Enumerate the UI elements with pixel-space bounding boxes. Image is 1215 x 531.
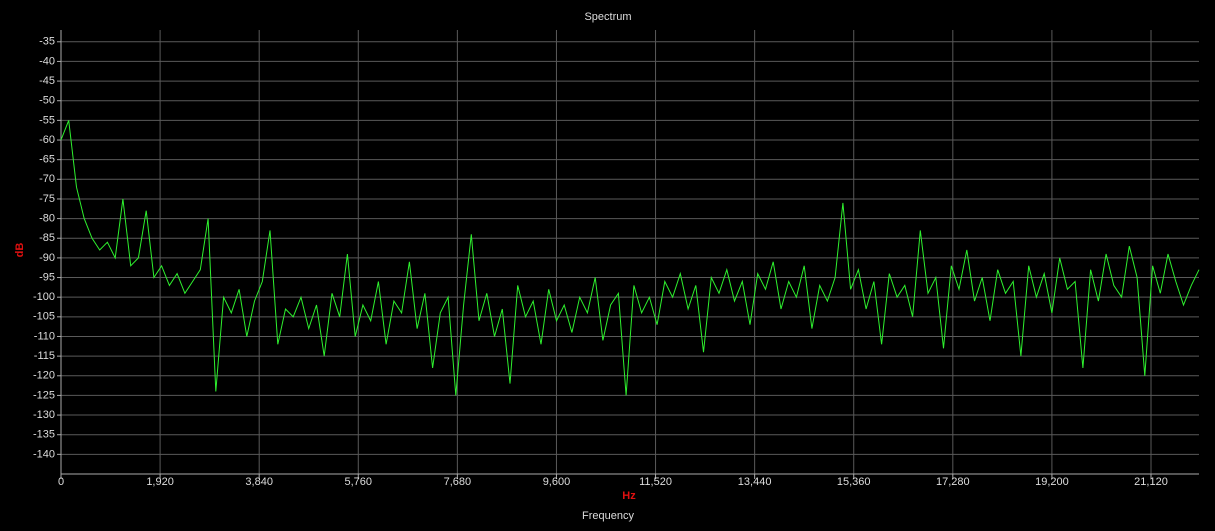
y-tick-label: -140 — [33, 448, 55, 460]
spectrum-line — [60, 120, 1200, 396]
y-tick-label: -100 — [33, 291, 55, 303]
chart-title: Spectrum — [584, 11, 631, 23]
y-tick-label: -70 — [39, 173, 55, 185]
x-axis-unit: Hz — [622, 490, 636, 502]
y-axis-title: dB — [14, 243, 26, 258]
x-tick-label: 0 — [58, 476, 64, 488]
y-tick-label: -90 — [39, 252, 55, 264]
y-tick-label: -85 — [39, 232, 55, 244]
x-axis-title: Frequency — [582, 510, 634, 522]
y-tick-label: -115 — [34, 350, 55, 362]
y-tick-label: -130 — [33, 409, 55, 421]
y-tick-label: -40 — [39, 55, 55, 67]
y-tick-label: -55 — [39, 114, 55, 126]
y-tick-label: -125 — [33, 389, 55, 401]
y-tick-label: -105 — [33, 311, 55, 323]
y-tick-label: -120 — [33, 370, 55, 382]
x-tick-label: 21,120 — [1134, 476, 1168, 488]
x-tick-label: 3,840 — [245, 476, 273, 488]
x-tick-label: 13,440 — [738, 476, 772, 488]
x-tick-label: 5,760 — [345, 476, 373, 488]
y-tick-label: -60 — [39, 134, 55, 146]
y-tick-label: -135 — [33, 429, 55, 441]
y-tick-label: -95 — [39, 271, 55, 283]
x-tick-label: 15,360 — [837, 476, 871, 488]
y-tick-label: -75 — [39, 193, 55, 205]
y-tick-label: -110 — [34, 330, 55, 342]
y-tick-label: -50 — [39, 95, 55, 107]
x-tick-label: 1,920 — [146, 476, 174, 488]
x-tick-label: 17,280 — [936, 476, 970, 488]
x-tick-label: 9,600 — [543, 476, 571, 488]
x-tick-label: 7,680 — [444, 476, 472, 488]
y-tick-label: -80 — [39, 213, 55, 225]
x-tick-label: 11,520 — [639, 476, 672, 488]
y-tick-label: -35 — [39, 36, 55, 48]
x-tick-label: 19,200 — [1035, 476, 1069, 488]
y-tick-label: -65 — [39, 154, 55, 166]
y-tick-label: -45 — [39, 75, 55, 87]
